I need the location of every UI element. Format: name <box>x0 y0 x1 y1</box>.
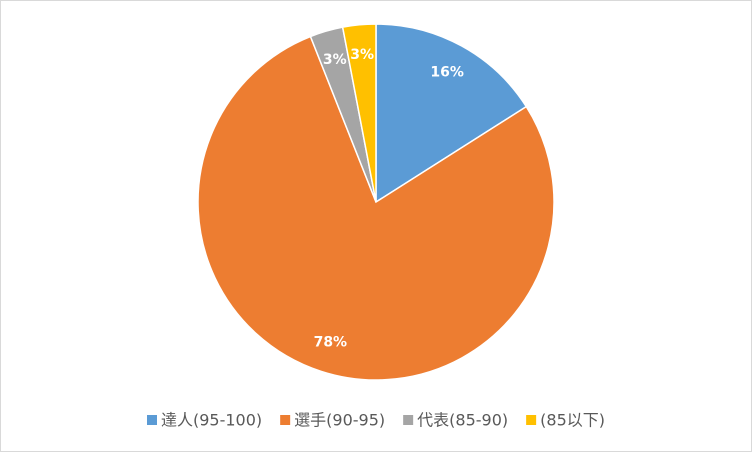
legend-label: 選手(90-95) <box>294 411 385 430</box>
pie-slice <box>341 23 377 203</box>
data-label: 16% <box>430 65 464 81</box>
legend-label: 代表(85-90) <box>417 411 508 430</box>
legend-label: (85以下) <box>540 411 605 430</box>
legend-swatch <box>403 415 414 425</box>
data-label: 3% <box>350 47 374 63</box>
pie-slice <box>375 23 528 204</box>
legend-label: 達人(95-100) <box>161 411 262 430</box>
pie-slice <box>197 35 555 381</box>
legend-swatch <box>526 415 537 425</box>
data-label: 78% <box>314 335 348 351</box>
legend-swatch <box>147 415 157 425</box>
legend-swatch <box>280 415 291 425</box>
data-label: 3% <box>323 52 347 68</box>
